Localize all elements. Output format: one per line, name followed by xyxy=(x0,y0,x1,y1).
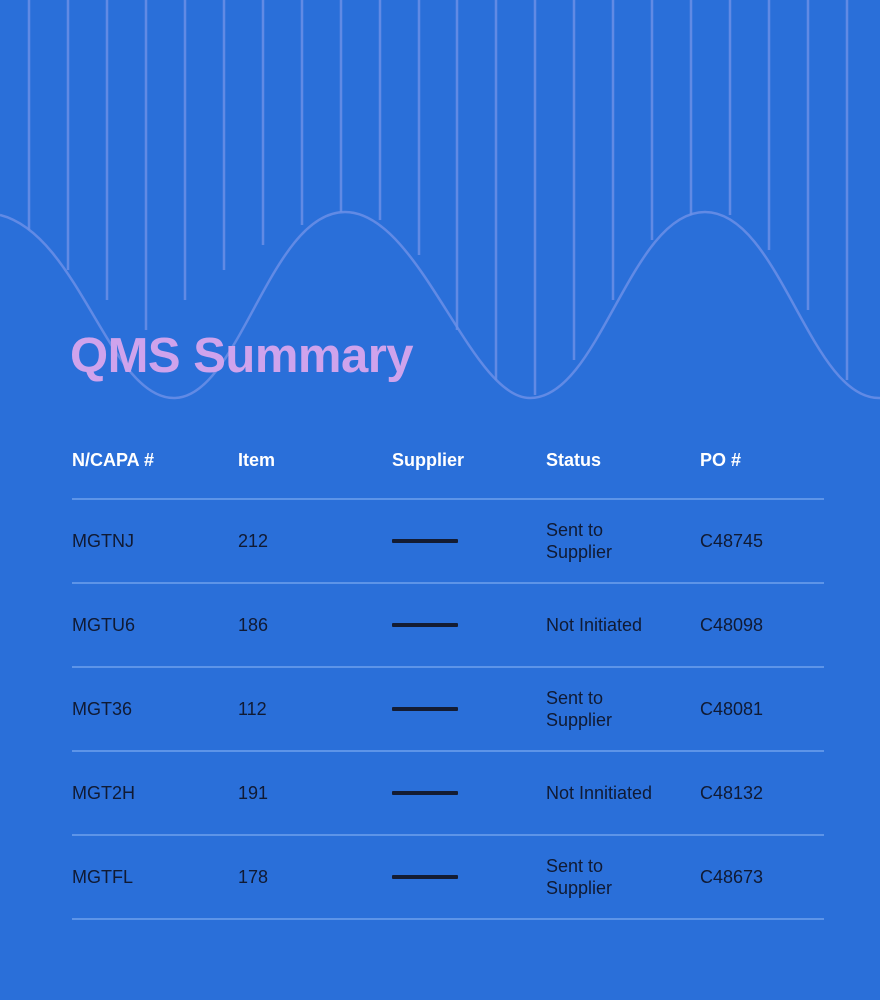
status-text: Sent to Supplier xyxy=(546,856,613,898)
column-header-item: Item xyxy=(238,450,276,470)
dash-icon xyxy=(392,707,458,711)
vertical-line-decoration xyxy=(27,0,849,395)
column-header-status: Status xyxy=(546,450,602,470)
ncapa-cell: MGTFL xyxy=(72,867,133,887)
dash-icon xyxy=(392,539,458,543)
supplier-cell xyxy=(392,707,546,711)
status-text: Sent to Supplier xyxy=(546,688,613,730)
table-row: MGTNJ 212 Sent to Supplier C48745 xyxy=(72,500,824,584)
column-header-supplier: Supplier xyxy=(392,450,465,470)
supplier-cell xyxy=(392,623,546,627)
item-cell: 186 xyxy=(238,615,269,635)
ncapa-cell: MGTNJ xyxy=(72,531,134,551)
qms-summary-table: N/CAPA # Item Supplier Status PO # MGTNJ… xyxy=(72,440,824,920)
table-row: MGT2H 191 Not Innitiated C48132 xyxy=(72,752,824,836)
wave-decoration xyxy=(0,210,880,400)
table-row: MGTFL 178 Sent to Supplier C48673 xyxy=(72,836,824,920)
po-cell: C48132 xyxy=(700,783,764,803)
status-cell: Sent to Supplier xyxy=(546,687,700,731)
po-cell: C48098 xyxy=(700,615,764,635)
page-title: QMS Summary xyxy=(70,329,414,383)
dash-icon xyxy=(392,875,458,879)
status-cell: Sent to Supplier xyxy=(546,519,700,563)
po-cell: C48673 xyxy=(700,867,764,887)
supplier-cell xyxy=(392,791,546,795)
item-cell: 178 xyxy=(238,867,269,887)
status-cell: Sent to Supplier xyxy=(546,855,700,899)
supplier-cell xyxy=(392,539,546,543)
table-header: N/CAPA # Item Supplier Status PO # xyxy=(72,440,824,500)
status-cell: Not Innitiated xyxy=(546,782,700,804)
ncapa-cell: MGTU6 xyxy=(72,615,135,635)
status-text: Not Initiated xyxy=(546,615,643,635)
po-cell: C48081 xyxy=(700,699,764,719)
status-text: Not Innitiated xyxy=(546,783,653,803)
item-cell: 212 xyxy=(238,531,269,551)
table-row: MGT36 112 Sent to Supplier C48081 xyxy=(72,668,824,752)
column-header-po: PO # xyxy=(700,450,742,470)
po-cell: C48745 xyxy=(700,531,764,551)
item-cell: 112 xyxy=(238,699,267,719)
column-header-ncapa: N/CAPA # xyxy=(72,450,155,470)
supplier-cell xyxy=(392,875,546,879)
status-cell: Not Initiated xyxy=(546,614,700,636)
item-cell: 191 xyxy=(238,783,269,803)
status-text: Sent to Supplier xyxy=(546,520,613,562)
dash-icon xyxy=(392,791,458,795)
dash-icon xyxy=(392,623,458,627)
ncapa-cell: MGT36 xyxy=(72,699,133,719)
table-row: MGTU6 186 Not Initiated C48098 xyxy=(72,584,824,668)
ncapa-cell: MGT2H xyxy=(72,783,135,803)
